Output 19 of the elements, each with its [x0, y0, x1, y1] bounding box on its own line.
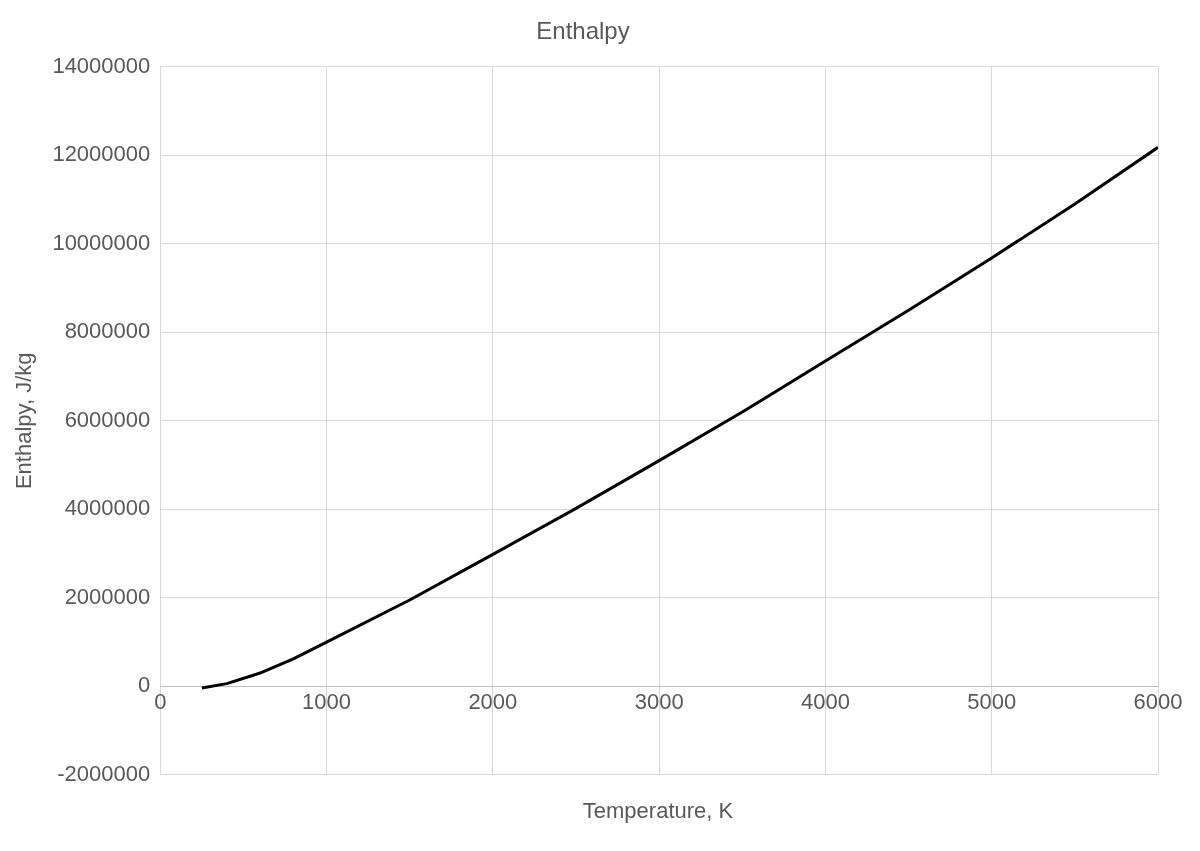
x-tick-label: 2000 — [468, 688, 518, 714]
y-tick-label: 4000000 — [64, 495, 151, 521]
y-tick-label: 12000000 — [52, 141, 151, 167]
x-axis-title: Temperature, K — [581, 798, 735, 824]
y-tick-label: 2000000 — [64, 583, 151, 609]
y-tick-label: 6000000 — [64, 406, 151, 432]
y-tick-label: 10000000 — [52, 229, 151, 255]
chart-title: Enthalpy — [536, 17, 630, 45]
y-tick-label: 14000000 — [52, 52, 151, 78]
y-tick-label: -2000000 — [57, 760, 151, 786]
x-tick-label: 1000 — [302, 688, 352, 714]
x-tick-label: 4000 — [800, 688, 850, 714]
y-tick-label: 8000000 — [64, 318, 151, 344]
y-tick-label: 0 — [138, 672, 151, 698]
y-axis-title: Enthalpy, J/kg — [11, 352, 37, 490]
x-tick-label: 6000 — [1133, 688, 1183, 714]
x-tick-label: 5000 — [967, 688, 1017, 714]
x-tick-label: 0 — [154, 688, 167, 714]
x-tick-label: 3000 — [634, 688, 684, 714]
